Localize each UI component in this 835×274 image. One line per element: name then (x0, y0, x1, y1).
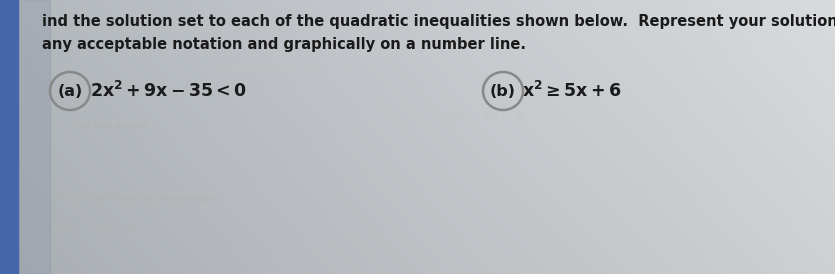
Text: ind the solution set to each of the quadratic inequalities shown below.  Represe: ind the solution set to each of the quad… (42, 14, 835, 29)
Text: the best answer: the best answer (75, 121, 148, 130)
Text: $\mathbf{x^2\geq 5x+6}$: $\mathbf{x^2\geq 5x+6}$ (522, 81, 621, 101)
Text: Mark 1B—10·  for ·····  A······: Mark 1B—10· for ····· A······ (220, 64, 373, 74)
Text: (a): (a) (58, 84, 83, 98)
Bar (0, 0, 18, 274)
Text: $(b)\ x^2\cdot 5x^2 + \cdot 4x \cdot$: $(b)\ x^2\cdot 5x^2 + \cdot 4x \cdot$ (450, 109, 532, 122)
Text: any acceptable notation and graphically on a number line.: any acceptable notation and graphically … (42, 37, 526, 52)
Text: $(3x^2-2)(x-3)$: $(3x^2-2)(x-3)$ (55, 219, 141, 237)
Text: $\mathbf{2x^2+9x-35<0}$: $\mathbf{2x^2+9x-35<0}$ (90, 81, 247, 101)
Text: (b): (b) (490, 84, 516, 98)
Text: Factor the following polynomials: Factor the following polynomials (55, 194, 215, 204)
Polygon shape (18, 0, 50, 274)
